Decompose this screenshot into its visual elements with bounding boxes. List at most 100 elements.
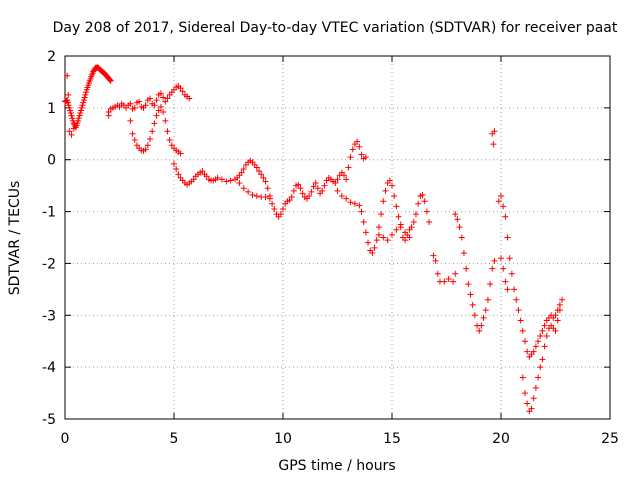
- data-point: [452, 270, 459, 277]
- data-point: [203, 173, 210, 180]
- data-point: [532, 384, 539, 391]
- data-point: [480, 314, 487, 321]
- data-point: [79, 102, 86, 109]
- data-point: [240, 185, 247, 192]
- data-point: [127, 117, 134, 124]
- data-point: [511, 286, 518, 293]
- data-point: [559, 296, 566, 303]
- data-point: [107, 77, 114, 84]
- data-point: [290, 187, 297, 194]
- data-point: [133, 142, 140, 149]
- data-point: [64, 72, 71, 79]
- y-axis-label: SDTVAR / TECUs: [7, 181, 23, 296]
- data-point: [334, 176, 341, 183]
- data-point: [432, 257, 439, 264]
- data-point: [397, 221, 404, 228]
- data-point: [65, 91, 72, 98]
- data-point: [362, 154, 369, 161]
- data-point: [77, 110, 84, 117]
- data-point: [365, 239, 372, 246]
- data-point: [532, 343, 539, 350]
- data-point: [430, 252, 437, 259]
- data-point: [502, 278, 509, 285]
- data-point: [144, 142, 151, 149]
- data-point: [190, 176, 197, 183]
- data-point: [151, 120, 158, 127]
- data-point: [495, 198, 502, 205]
- data-point: [142, 146, 149, 153]
- data-point: [236, 180, 243, 187]
- data-point: [64, 97, 71, 104]
- data-point: [402, 229, 409, 236]
- data-point: [415, 200, 422, 207]
- data-point: [153, 97, 160, 104]
- data-point: [465, 281, 472, 288]
- data-point: [164, 128, 171, 135]
- data-point: [266, 195, 273, 202]
- data-point: [471, 312, 478, 319]
- data-point: [157, 90, 164, 97]
- data-point: [478, 322, 485, 329]
- x-axis-label: GPS time / hours: [278, 458, 395, 474]
- data-point: [384, 237, 391, 244]
- data-point: [349, 146, 356, 153]
- data-point: [256, 168, 263, 175]
- data-point: [434, 270, 441, 277]
- data-point: [271, 205, 278, 212]
- y-tick-label: 0: [47, 153, 56, 169]
- data-point: [69, 117, 76, 124]
- data-point: [389, 182, 395, 189]
- data-point: [105, 109, 112, 116]
- data-point: [484, 296, 491, 303]
- data-point: [356, 143, 363, 150]
- data-point: [334, 187, 341, 194]
- data-point: [491, 128, 498, 135]
- data-point: [535, 338, 542, 345]
- data-point: [521, 338, 528, 345]
- data-point: [456, 224, 463, 231]
- data-point: [519, 374, 526, 381]
- data-point: [67, 110, 74, 117]
- data-point: [369, 250, 376, 257]
- data-point: [319, 187, 326, 194]
- data-point: [537, 364, 544, 371]
- data-point: [153, 112, 160, 119]
- data-point: [164, 95, 171, 102]
- data-point: [321, 182, 328, 189]
- data-point: [502, 213, 509, 220]
- data-point: [297, 185, 304, 192]
- data-point: [223, 178, 230, 185]
- data-point: [280, 205, 286, 212]
- data-point: [410, 218, 417, 225]
- data-point: [107, 77, 114, 84]
- data-point: [482, 307, 489, 314]
- y-tick-label: 1: [47, 101, 56, 117]
- data-point: [458, 234, 465, 241]
- data-point: [314, 185, 321, 192]
- data-point: [343, 195, 350, 202]
- data-point: [463, 265, 470, 272]
- data-point: [264, 185, 271, 192]
- data-point: [450, 278, 457, 285]
- data-point: [75, 117, 82, 124]
- data-point: [75, 115, 82, 122]
- data-point: [277, 211, 284, 218]
- data-point: [406, 234, 413, 241]
- data-point: [171, 160, 177, 167]
- data-points: [62, 64, 566, 415]
- data-point: [306, 193, 313, 200]
- data-point: [81, 94, 88, 101]
- data-point: [347, 154, 354, 161]
- data-point: [358, 208, 365, 215]
- data-point: [186, 95, 193, 102]
- data-point: [541, 343, 548, 350]
- data-point: [506, 255, 513, 262]
- data-point: [554, 317, 561, 324]
- x-tick-label: 15: [383, 431, 401, 447]
- data-point: [537, 333, 544, 340]
- data-point: [445, 275, 452, 282]
- data-point: [166, 137, 173, 144]
- data-point: [375, 231, 382, 238]
- data-point: [177, 85, 184, 92]
- data-point: [67, 107, 74, 114]
